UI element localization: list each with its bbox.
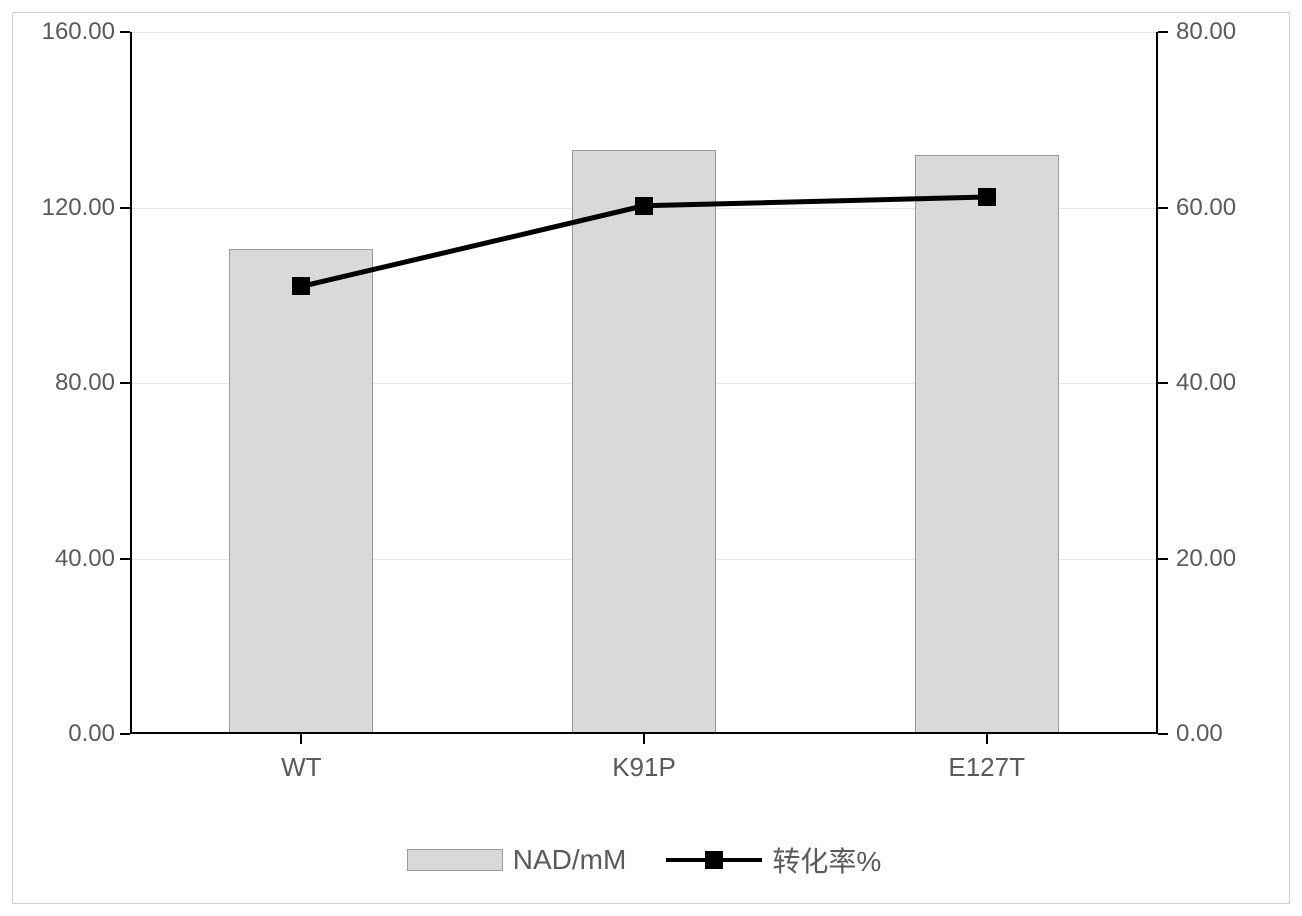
legend-item-bar: NAD/mM	[407, 844, 627, 876]
y-right-tick-label: 20.00	[1176, 545, 1236, 573]
y-right-tick-mark	[1158, 382, 1168, 384]
y-left-tick-mark	[120, 31, 130, 33]
y-right-tick-label: 80.00	[1176, 18, 1236, 46]
y-left-tick-label: 120.00	[20, 194, 115, 222]
bar	[229, 249, 373, 734]
y-right-tick-mark	[1158, 558, 1168, 560]
y-left-tick-mark	[120, 382, 130, 384]
legend-bar-swatch	[407, 849, 503, 871]
legend-item-line: 转化率%	[666, 840, 881, 880]
y-left-tick-mark	[120, 558, 130, 560]
y-left-tick-label: 0.00	[20, 720, 115, 748]
y-right-tick-mark	[1158, 31, 1168, 33]
legend-line-label: 转化率%	[772, 840, 881, 880]
x-tick-label: K91P	[612, 752, 676, 783]
bar	[915, 155, 1059, 734]
y-right-tick-label: 40.00	[1176, 369, 1236, 397]
line-marker	[978, 188, 996, 206]
y-axis-left	[130, 32, 132, 734]
x-tick-mark	[300, 734, 302, 744]
y-right-tick-label: 0.00	[1176, 720, 1223, 748]
legend-line-swatch	[666, 849, 762, 871]
y-left-tick-label: 80.00	[20, 369, 115, 397]
legend-bar-label: NAD/mM	[513, 844, 627, 876]
line-marker	[292, 277, 310, 295]
y-left-tick-label: 40.00	[20, 545, 115, 573]
bar	[572, 150, 716, 734]
plot-area	[130, 32, 1158, 734]
y-right-tick-label: 60.00	[1176, 194, 1236, 222]
y-left-tick-label: 160.00	[20, 18, 115, 46]
line-marker	[635, 197, 653, 215]
y-left-tick-mark	[120, 207, 130, 209]
gridline	[130, 32, 1158, 33]
y-right-tick-mark	[1158, 733, 1168, 735]
x-tick-label: WT	[281, 752, 321, 783]
x-tick-mark	[986, 734, 988, 744]
x-tick-label: E127T	[948, 752, 1025, 783]
legend: NAD/mM 转化率%	[130, 840, 1158, 880]
y-right-tick-mark	[1158, 207, 1168, 209]
x-tick-mark	[643, 734, 645, 744]
y-left-tick-mark	[120, 733, 130, 735]
